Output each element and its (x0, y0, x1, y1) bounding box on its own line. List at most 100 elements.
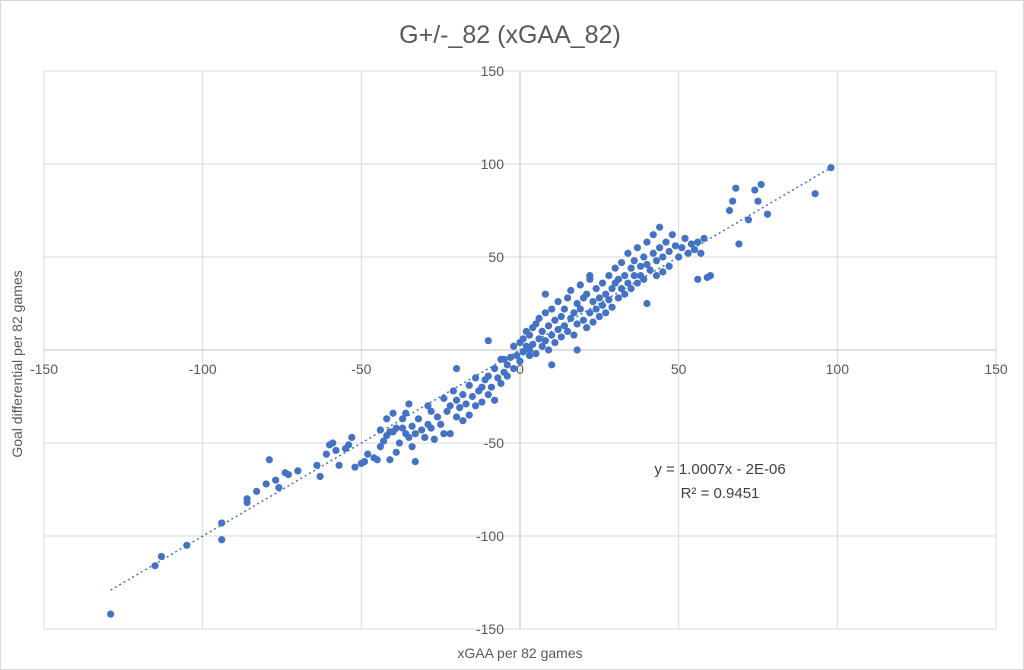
data-point (602, 290, 610, 298)
data-point (395, 439, 404, 447)
data-point (506, 353, 515, 362)
data-point (592, 285, 600, 293)
data-point (729, 197, 737, 205)
data-point (465, 381, 473, 389)
data-point (345, 441, 353, 449)
data-point (592, 305, 600, 313)
data-point (335, 461, 343, 469)
data-point (452, 413, 461, 421)
data-point (478, 383, 486, 391)
data-point (529, 340, 537, 349)
data-point (373, 456, 381, 464)
data-point (633, 279, 642, 287)
data-point (484, 391, 492, 399)
data-point (614, 294, 622, 302)
data-point (497, 379, 505, 388)
data-point (418, 426, 426, 434)
data-point (484, 337, 492, 345)
data-point (411, 430, 419, 438)
data-point (665, 247, 673, 256)
data-point (608, 285, 616, 293)
data-point (681, 234, 689, 242)
data-point (525, 351, 534, 360)
data-point (751, 186, 759, 194)
data-point (503, 372, 511, 380)
data-point (732, 184, 740, 192)
data-point (329, 439, 337, 447)
data-point (157, 552, 166, 561)
data-point (446, 430, 454, 438)
data-point (706, 272, 715, 280)
data-point (554, 325, 562, 334)
data-point (627, 264, 635, 272)
tick-labels: -150 -100 -50 0 50 100 150 150 100 50 -50 -100 -150 (30, 63, 1008, 637)
data-point (656, 223, 664, 231)
data-point (491, 365, 499, 373)
data-point (617, 258, 626, 267)
data-point (538, 342, 546, 350)
data-point (567, 314, 575, 322)
data-point (294, 467, 302, 475)
data-point (402, 409, 410, 417)
x-tick-label: 50 (671, 361, 687, 377)
data-point (376, 426, 384, 434)
r-squared-label: R² = 0.9451 (681, 485, 760, 502)
data-point (379, 437, 388, 445)
data-point (364, 450, 372, 458)
data-point (640, 275, 648, 283)
y-tick-label: -50 (484, 435, 504, 451)
data-point (576, 305, 584, 313)
data-point (690, 245, 699, 254)
data-point (646, 266, 654, 274)
data-point (614, 275, 622, 283)
axes (44, 71, 996, 629)
data-point (430, 435, 438, 443)
data-point (151, 562, 159, 570)
x-tick-label: 150 (984, 361, 1008, 377)
data-point (465, 411, 473, 419)
data-point (735, 240, 743, 248)
data-point (437, 420, 445, 428)
data-point (541, 337, 549, 345)
data-point (405, 433, 413, 442)
data-point (557, 312, 565, 321)
trendline (110, 166, 832, 591)
data-point (544, 322, 553, 330)
data-point (548, 331, 556, 339)
data-point (494, 374, 502, 382)
data-point (433, 413, 442, 421)
data-point (684, 249, 692, 257)
data-point (668, 231, 676, 239)
data-point (443, 407, 451, 415)
data-point (573, 299, 581, 308)
data-point (183, 541, 191, 549)
data-point (633, 244, 642, 252)
data-point (744, 216, 753, 224)
data-point (570, 309, 578, 317)
data-point (643, 238, 651, 246)
data-point (541, 290, 549, 298)
data-point (573, 320, 581, 328)
data-point (500, 355, 508, 363)
y-tick-label: 150 (481, 63, 505, 79)
data-point (427, 407, 435, 415)
x-tick-label: 100 (826, 361, 850, 377)
data-point (424, 402, 432, 410)
data-point (478, 398, 486, 406)
x-tick-label: -100 (189, 361, 217, 377)
data-point (754, 197, 762, 205)
data-point (253, 487, 261, 495)
y-tick-label: -150 (476, 621, 504, 637)
data-point (652, 257, 661, 265)
data-point (643, 299, 651, 308)
data-point (583, 324, 591, 332)
data-point (621, 272, 629, 280)
data-point (487, 383, 496, 391)
data-point (598, 279, 607, 287)
data-point (617, 285, 626, 293)
data-point (725, 206, 734, 215)
data-point (452, 365, 461, 373)
data-point (462, 400, 470, 408)
